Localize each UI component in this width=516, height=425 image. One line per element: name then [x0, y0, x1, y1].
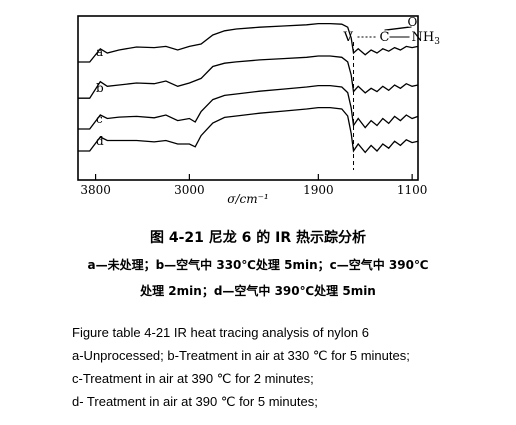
caption-cn-line1: a—未处理；b—空气中 330℃处理 5min；c—空气中 390℃: [87, 258, 429, 272]
series-label-d: d: [96, 134, 104, 148]
x-tick-layer: 3800 3000 1900 1100: [80, 174, 427, 197]
caption-cn-line2: 处理 2min；d—空气中 390℃处理 5min: [140, 284, 376, 298]
caption-cn-title: 图 4-21 尼龙 6 的 IR 热示踪分析: [149, 230, 366, 246]
annotation-v: V: [343, 30, 354, 45]
series-label-b: b: [96, 81, 104, 95]
annotation-double2: [387, 26, 412, 31]
series-line-a: [78, 22, 419, 63]
x-tick-label-3000: 3000: [174, 183, 205, 197]
caption-en-line3: c-Treatment in air at 390 ℃ for 2 minute…: [72, 371, 314, 386]
series-line-c: [78, 84, 419, 130]
annotation-group: V C O NH3: [343, 15, 441, 47]
series-label-a: a: [96, 45, 103, 59]
annotation-c: C: [380, 30, 390, 45]
series-label-layer: a b cd: [96, 45, 104, 148]
annotation-o: O: [408, 15, 418, 29]
series-line-d: [78, 106, 419, 154]
annotation-nh: NH3: [412, 30, 441, 47]
series-line-b: [78, 55, 419, 99]
caption-en-line1: Figure table 4-21 IR heat tracing analys…: [72, 325, 370, 340]
series-layer: [78, 22, 419, 154]
caption-en-line2: a-Unprocessed; b-Treatment in air at 330…: [72, 348, 410, 363]
x-tick-label-1900: 1900: [303, 183, 334, 197]
series-label-c: c: [96, 112, 103, 126]
plot-frame: [77, 15, 419, 181]
ir-spectrum-chart: a b cd V C O NH3 3800 3000 1900 1100 σ/cm⁻¹: [77, 15, 441, 206]
x-tick-label-3800: 3800: [80, 183, 111, 197]
x-tick-label-1100: 1100: [397, 183, 428, 197]
caption-en-line4: d- Treatment in air at 390 ℃ for 5 minut…: [72, 394, 318, 409]
x-axis-label: σ/cm⁻¹: [227, 192, 268, 206]
